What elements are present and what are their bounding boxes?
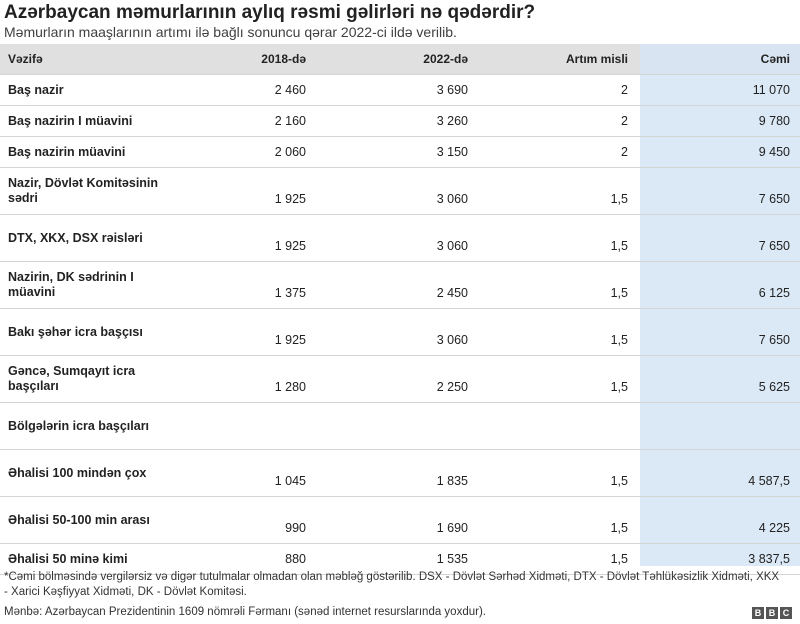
cell-2022: 3 060 — [436, 333, 468, 347]
source-line: Mənbə: Azərbaycan Prezidentinin 1609 nöm… — [4, 606, 486, 618]
cell-2018: 1 045 — [274, 474, 306, 488]
header-2018: 2018-də — [261, 52, 306, 66]
table-row: Əhalisi 50 minə kimi 880 1 535 1,5 3 837… — [0, 544, 800, 575]
cell-2022: 3 690 — [436, 83, 468, 97]
cell-total — [640, 403, 800, 449]
cell-total: 4 225 — [758, 521, 790, 535]
cell-2018: 990 — [285, 521, 306, 535]
cell-ratio: 1,5 — [610, 552, 628, 566]
page-title: Azərbaycan məmurlarının aylıq rəsmi gəli… — [4, 2, 536, 23]
cell-total: 9 780 — [758, 114, 790, 128]
cell-2022: 1 690 — [436, 521, 468, 535]
logo-letter: B — [752, 607, 764, 619]
bbc-logo: B B C — [752, 607, 792, 619]
cell-role: Əhalisi 100 mindən çox — [8, 465, 147, 480]
cell-2022: 3 150 — [436, 145, 468, 159]
cell-ratio: 1,5 — [610, 474, 628, 488]
table-row: Baş nazirin I müavini 2 160 3 260 2 9 78… — [0, 106, 800, 137]
cell-ratio: 1,5 — [610, 521, 628, 535]
logo-letter: C — [780, 607, 792, 619]
cell-role: Gəncə, Sumqayıt icra başçıları — [8, 364, 136, 393]
cell-2018: 1 925 — [274, 333, 306, 347]
cell-2022 — [320, 403, 480, 449]
cell-role: Baş nazirin I müavini — [8, 113, 133, 128]
cell-total: 11 070 — [752, 83, 790, 97]
cell-ratio: 2 — [621, 83, 628, 97]
logo-letter: B — [766, 607, 778, 619]
footnote: *Cəmi bölməsində vergilərsiz və digər tu… — [4, 571, 780, 598]
cell-total: 7 650 — [758, 192, 790, 206]
table-row: Nazirin, DK sədrinin I müavini 1 375 2 4… — [0, 262, 800, 309]
cell-role: Bölgələrin icra başçıları — [8, 418, 150, 433]
table-row: Baş nazir 2 460 3 690 2 11 070 — [0, 75, 800, 106]
cell-ratio: 1,5 — [610, 333, 628, 347]
cell-total: 7 650 — [758, 333, 790, 347]
cell-ratio: 2 — [621, 114, 628, 128]
header-role: Vəzifə — [8, 51, 43, 66]
salary-table: Vəzifə 2018-də 2022-də Artım misli Cəmi … — [0, 44, 800, 575]
cell-2018: 2 060 — [274, 145, 306, 159]
cell-2018: 880 — [285, 552, 306, 566]
cell-2018: 1 925 — [274, 192, 306, 206]
cell-role: Əhalisi 50 minə kimi — [8, 551, 128, 566]
header-ratio: Artım misli — [565, 52, 628, 66]
table-row: Baş nazirin müavini 2 060 3 150 2 9 450 — [0, 137, 800, 168]
cell-2018: 1 925 — [274, 239, 306, 253]
table-row: Bakı şəhər icra başçısı 1 925 3 060 1,5 … — [0, 309, 800, 356]
cell-2018: 1 375 — [274, 286, 306, 300]
page-subtitle: Məmurların maaşlarının artımı ilə bağlı … — [4, 24, 457, 40]
cell-2022: 1 535 — [436, 552, 468, 566]
cell-role: Nazir, Dövlət Komitəsinin sədri — [8, 176, 159, 205]
table-row: Əhalisi 50-100 min arası 990 1 690 1,5 4… — [0, 497, 800, 544]
cell-role: DTX, XKX, DSX rəisləri — [8, 230, 143, 245]
cell-total: 6 125 — [758, 286, 790, 300]
cell-ratio: 1,5 — [610, 192, 628, 206]
cell-2022: 2 450 — [436, 286, 468, 300]
table-row: Nazir, Dövlət Komitəsinin sədri 1 925 3 … — [0, 168, 800, 215]
cell-ratio: 1,5 — [610, 286, 628, 300]
cell-2018 — [160, 403, 320, 449]
cell-2022: 2 250 — [436, 380, 468, 394]
cell-ratio: 1,5 — [610, 239, 628, 253]
table-row: DTX, XKX, DSX rəisləri 1 925 3 060 1,5 7… — [0, 215, 800, 262]
cell-total: 9 450 — [758, 145, 790, 159]
cell-total: 7 650 — [758, 239, 790, 253]
header-total: Cəmi — [640, 44, 800, 74]
cell-ratio: 1,5 — [610, 380, 628, 394]
cell-role: Baş nazirin müavini — [8, 144, 126, 159]
cell-total: 4 587,5 — [748, 474, 790, 488]
cell-total: 5 625 — [758, 380, 790, 394]
cell-total: 3 837,5 — [748, 552, 790, 566]
cell-2022: 3 060 — [436, 192, 468, 206]
cell-2022: 3 260 — [436, 114, 468, 128]
cell-2018: 1 280 — [274, 380, 306, 394]
cell-ratio — [480, 403, 640, 449]
table-row: Gəncə, Sumqayıt icra başçıları 1 280 2 2… — [0, 356, 800, 403]
cell-2018: 2 160 — [274, 114, 306, 128]
cell-role: Baş nazir — [8, 82, 64, 97]
cell-2022: 1 835 — [436, 474, 468, 488]
table-row: Əhalisi 100 mindən çox 1 045 1 835 1,5 4… — [0, 450, 800, 497]
cell-ratio: 2 — [621, 145, 628, 159]
table-row-group-heading: Bölgələrin icra başçıları — [0, 403, 800, 450]
cell-2022: 3 060 — [436, 239, 468, 253]
cell-role: Nazirin, DK sədrinin I müavini — [8, 270, 134, 299]
table-header-row: Vəzifə 2018-də 2022-də Artım misli Cəmi — [0, 44, 800, 75]
cell-2018: 2 460 — [274, 83, 306, 97]
header-2022: 2022-də — [423, 52, 468, 66]
cell-role: Bakı şəhər icra başçısı — [8, 324, 143, 339]
cell-role: Əhalisi 50-100 min arası — [8, 512, 150, 527]
total-column-highlight — [640, 44, 800, 566]
